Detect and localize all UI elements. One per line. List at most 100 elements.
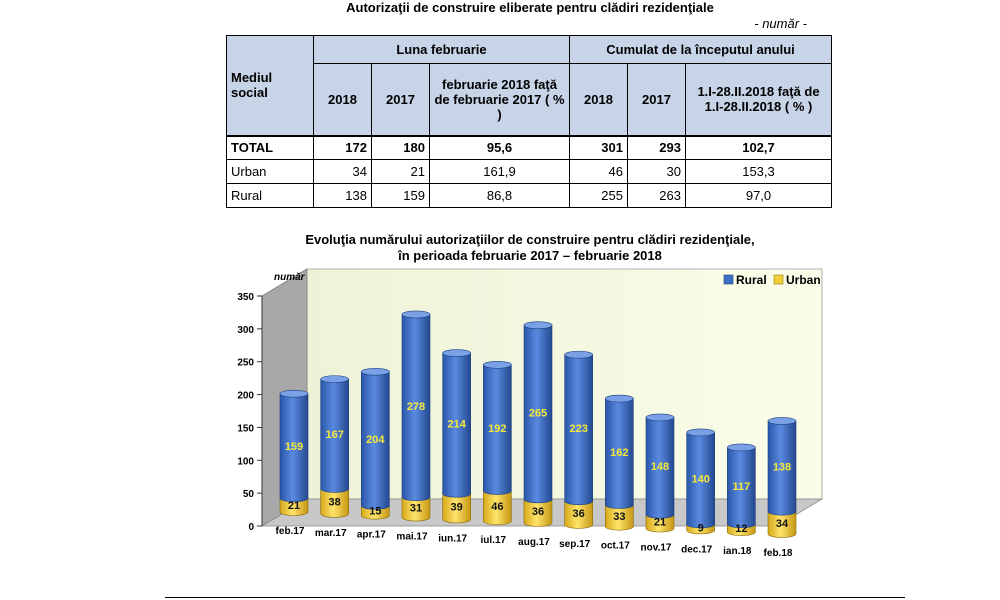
x-tick-label: feb.17 <box>276 526 305 537</box>
divider <box>165 597 905 598</box>
y-axis-label: număr <box>274 272 306 283</box>
bar-urban <box>279 497 309 516</box>
bar-rural <box>686 432 715 529</box>
data-label-rural: 204 <box>366 434 385 446</box>
data-label-rural: 117 <box>732 481 750 493</box>
data-label-rural: 159 <box>285 441 303 453</box>
x-tick-label: sep.17 <box>559 539 591 550</box>
x-tick-label: iul.17 <box>481 535 507 546</box>
bar-urban <box>483 490 512 525</box>
stacked-bar-chart: 0 50 100 150 200 250 300 350 număr Rural Urban 21 15… <box>237 268 824 559</box>
y-tick-label: 50 <box>243 489 255 500</box>
data-label-rural: 162 <box>610 447 628 459</box>
bar-rural <box>645 417 675 519</box>
data-label-urban: 46 <box>491 501 503 513</box>
data-label-rural: 214 <box>447 418 466 430</box>
legend-label-rural: Rural <box>736 273 767 287</box>
y-tick-label: 150 <box>237 423 254 434</box>
legend-label-urban: Urban <box>786 273 821 287</box>
bar-rural-top <box>605 394 634 403</box>
cell: 102,7 <box>685 134 832 160</box>
cell: 263 <box>627 183 686 208</box>
x-tick-label: dec.17 <box>681 544 713 555</box>
bar-urban <box>605 504 634 531</box>
table-row-urban: Urban 34 21 161,9 46 30 153,3 <box>226 159 832 184</box>
x-tick-label: nov.17 <box>641 543 672 554</box>
bar-urban <box>442 493 471 524</box>
bar-rural <box>605 398 634 509</box>
data-label-rural: 278 <box>407 401 425 413</box>
x-tick-label: oct.17 <box>601 541 630 552</box>
data-label-urban: 34 <box>776 518 789 530</box>
table-title: Autorizaţii de construire eliberate pent… <box>346 0 714 15</box>
data-label-urban: 39 <box>451 502 463 514</box>
bar-urban <box>645 514 675 533</box>
bar-rural-top <box>645 413 675 422</box>
data-label-urban: 31 <box>410 502 422 514</box>
bar-rural-top <box>361 367 390 376</box>
bar-urban <box>564 500 593 529</box>
bar-rural <box>320 378 349 493</box>
header-2017: 2017 <box>371 63 430 136</box>
bar-rural <box>279 393 309 502</box>
cell: 95,6 <box>429 134 570 160</box>
bar-rural-top <box>279 389 309 398</box>
row-label: TOTAL <box>226 134 314 160</box>
bar-rural-top <box>483 360 512 369</box>
bar-rural-top <box>401 310 431 319</box>
cell: 301 <box>569 134 628 160</box>
bar-rural-top <box>686 428 715 437</box>
bar-rural <box>523 324 553 504</box>
unit-note: - număr - <box>754 16 807 31</box>
bar-rural-top <box>523 321 553 330</box>
cell: 159 <box>371 183 430 208</box>
header-2018-cumulative: 2018 <box>569 63 628 136</box>
x-tick-label: mai.17 <box>396 532 428 543</box>
bar-rural <box>361 371 390 510</box>
data-label-urban: 36 <box>573 508 585 520</box>
header-pct-february: februarie 2018 faţă de februarie 2017 ( … <box>429 63 570 136</box>
bar-urban <box>767 511 797 538</box>
header-2017-cumulative: 2017 <box>627 63 686 136</box>
data-label-rural: 140 <box>691 473 709 485</box>
table-row-rural: Rural 138 159 86,8 255 263 97,0 <box>226 183 832 208</box>
cell: 293 <box>627 134 686 160</box>
bar-rural <box>564 354 593 505</box>
bar-rural <box>767 420 797 516</box>
cell: 21 <box>371 159 430 184</box>
data-label-rural: 148 <box>651 461 669 473</box>
header-row-label: Mediul social <box>226 35 314 136</box>
bar-rural-top <box>727 443 756 452</box>
y-tick-label: 250 <box>237 358 254 369</box>
cell: 180 <box>371 134 430 160</box>
x-tick-label: iun.17 <box>438 533 467 544</box>
header-2018: 2018 <box>313 63 372 136</box>
header-group-cumulative: Cumulat de la începutul anului <box>569 35 832 64</box>
row-label: Rural <box>226 183 314 208</box>
cell: 30 <box>627 159 686 184</box>
data-label-urban: 9 <box>698 522 704 534</box>
bar-rural-top <box>564 350 593 359</box>
header-group-february: Luna februarie <box>313 35 570 64</box>
data-label-rural: 265 <box>529 407 547 419</box>
bar-rural <box>442 352 471 498</box>
data-label-urban: 15 <box>369 506 381 518</box>
chart-title-line1: Evoluţia numărului autorizaţiilor de con… <box>305 232 755 247</box>
bar-rural <box>401 314 431 501</box>
legend-swatch-rural <box>723 274 734 285</box>
data-label-urban: 21 <box>288 500 300 512</box>
cell: 161,9 <box>429 159 570 184</box>
cell: 153,3 <box>685 159 832 184</box>
y-tick-label: 200 <box>237 391 254 402</box>
bar-rural-top <box>320 375 349 383</box>
bar-urban <box>401 496 431 522</box>
data-label-rural: 192 <box>488 423 506 435</box>
statistics-table: Mediul social Luna februarie Cumulat de … <box>226 35 832 208</box>
bar-rural-top <box>767 417 797 425</box>
cell: 255 <box>569 183 628 208</box>
x-tick-label: apr.17 <box>357 530 386 541</box>
legend-swatch-urban <box>773 274 784 285</box>
chart-title: Evoluţia numărului autorizaţiilor de con… <box>200 232 860 264</box>
cell: 138 <box>313 183 372 208</box>
bar-urban <box>320 488 349 518</box>
